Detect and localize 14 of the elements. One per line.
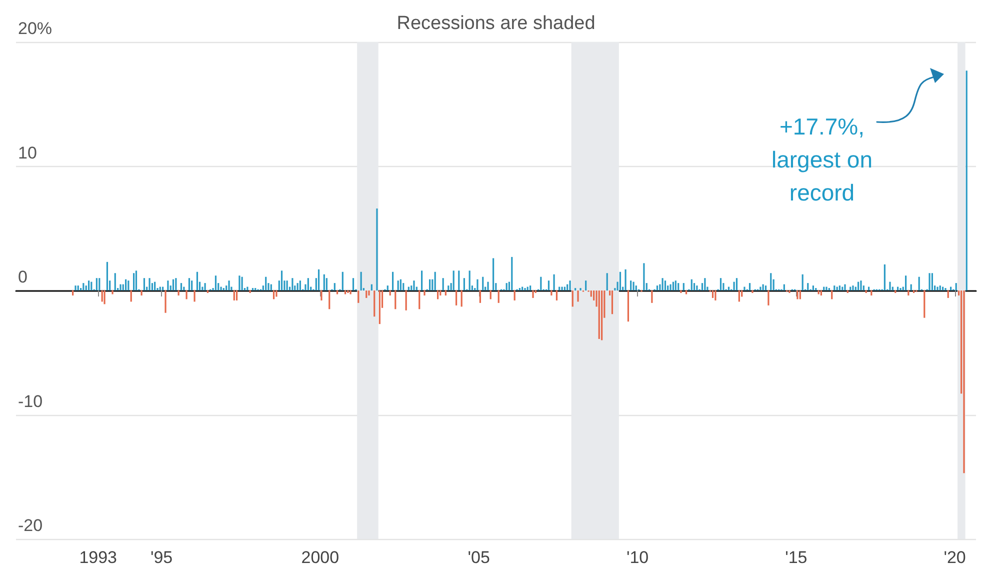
x-tick-label: '05 (468, 548, 490, 567)
y-tick-label: 0 (18, 268, 28, 286)
y-tick-label: 20% (18, 19, 52, 38)
x-tick-label: '10 (626, 548, 649, 567)
x-tick-label: '20 (944, 548, 966, 567)
x-tick-label: 2000 (301, 548, 340, 567)
x-tick-label: 1993 (79, 548, 118, 567)
y-tick-label: -20 (18, 516, 43, 535)
text: Recessions are shaded (396, 13, 596, 34)
annotation: +17.7%, largest on record (771, 114, 873, 206)
x-tick-label: '15 (785, 548, 808, 567)
y-tick-label: 10 (18, 143, 37, 162)
x-tick-label: '95 (150, 548, 173, 567)
y-tick-label: -10 (18, 392, 43, 411)
